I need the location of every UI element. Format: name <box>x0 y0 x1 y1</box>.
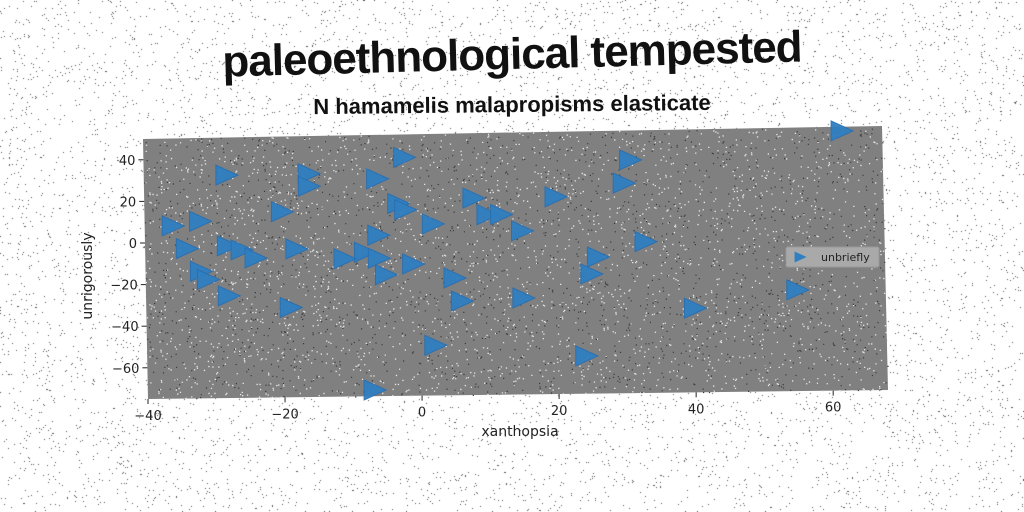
x-tick-label: 60 <box>825 401 842 416</box>
y-axis: 40 20 0 −20 −40 −60 <box>110 154 148 377</box>
y-tick-label: −20 <box>110 279 137 294</box>
legend: unbriefly <box>785 246 880 268</box>
data-point <box>462 187 487 209</box>
x-axis-label: xanthopsia <box>481 424 558 440</box>
data-point <box>367 247 392 269</box>
data-point <box>476 203 501 226</box>
data-point <box>374 264 399 286</box>
data-point <box>285 238 310 260</box>
data-point <box>175 237 200 260</box>
data-point <box>279 296 304 319</box>
data-point <box>394 198 418 221</box>
data-point <box>786 279 811 301</box>
data-point <box>512 287 537 309</box>
y-tick-label: −60 <box>112 362 139 377</box>
data-point <box>217 285 242 307</box>
data-point <box>586 246 611 268</box>
data-point <box>634 230 659 253</box>
data-point <box>544 186 569 208</box>
data-point <box>830 120 855 142</box>
data-point <box>216 235 241 257</box>
data-point <box>215 164 240 186</box>
data-point <box>402 253 426 275</box>
data-point <box>575 345 600 367</box>
x-tick-label: 20 <box>551 404 568 419</box>
data-point <box>297 175 322 197</box>
data-point <box>580 263 605 285</box>
data-point <box>619 149 643 171</box>
legend-marker-icon <box>794 251 807 263</box>
data-point <box>424 334 449 357</box>
data-point <box>421 213 446 235</box>
x-tick-label: 40 <box>688 402 705 417</box>
y-tick-label: 40 <box>119 154 136 169</box>
data-point <box>490 203 514 226</box>
data-point <box>366 168 390 190</box>
data-point <box>443 267 468 289</box>
legend-label: unbriefly <box>821 251 870 264</box>
x-tick-label: −20 <box>271 407 298 422</box>
data-point <box>230 239 255 261</box>
data-point <box>612 172 637 194</box>
data-point <box>161 215 186 237</box>
data-point <box>683 297 708 319</box>
data-point <box>196 268 221 291</box>
data-point <box>393 146 417 169</box>
data-point <box>450 290 475 312</box>
data-markers <box>161 120 855 401</box>
y-tick-label: 20 <box>120 195 137 210</box>
data-point <box>511 220 535 242</box>
data-point <box>270 200 295 223</box>
x-tick-label: −40 <box>134 409 161 424</box>
x-axis: −40 −20 0 20 40 60 <box>134 390 842 424</box>
data-point <box>244 247 269 269</box>
x-tick-label: 0 <box>418 406 426 421</box>
legend-box <box>785 246 880 268</box>
data-point <box>189 210 213 233</box>
data-point <box>363 379 388 401</box>
y-tick-label: 0 <box>129 237 137 252</box>
data-point <box>353 241 378 263</box>
data-point <box>367 224 392 246</box>
y-tick-label: −40 <box>111 320 138 335</box>
y-axis-label: unrigorously <box>80 232 96 319</box>
data-point <box>333 247 358 270</box>
